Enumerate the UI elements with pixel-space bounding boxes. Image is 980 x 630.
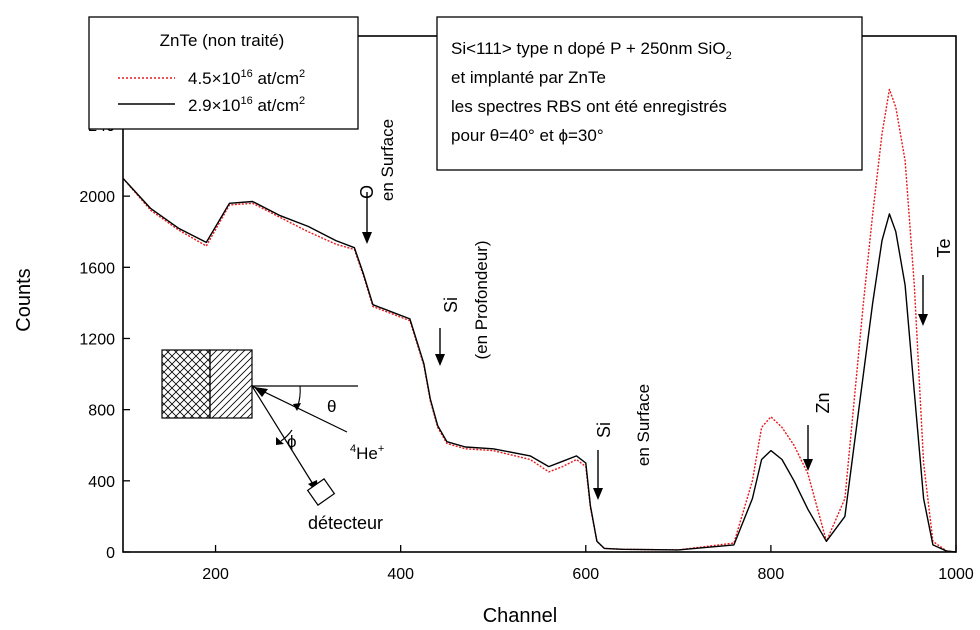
y-tick-label: 1600 — [79, 260, 115, 277]
annotation-o-desc: en Surface — [378, 119, 397, 201]
phi-label: ϕ — [287, 432, 297, 451]
legend: ZnTe (non traité) 4.5×1016 at/cm2 2.9×10… — [88, 16, 359, 130]
y-tick-label: 800 — [88, 403, 115, 420]
incident-beam-arrowhead — [254, 387, 268, 397]
y-axis-label: Counts — [13, 268, 35, 331]
annotation-te: Te — [918, 238, 954, 326]
annotation-si-surface-label: Si — [594, 422, 614, 438]
info-line-1: Si<111> type n dopé P + 250nm SiO2 — [451, 39, 732, 62]
info-line-4: pour θ=40° et ϕ=30° — [451, 126, 604, 145]
y-tick-label: 2000 — [79, 189, 115, 206]
sample-substrate — [161, 349, 211, 419]
detector-box — [306, 478, 336, 506]
annotation-o-label: O — [356, 185, 376, 199]
annotation-si-surface: Si en Surface — [593, 384, 653, 500]
arrowhead-zn — [803, 459, 813, 471]
detector-label: détecteur — [308, 513, 383, 533]
legend-box — [88, 16, 359, 130]
info-box: Si<111> type n dopé P + 250nm SiO2 et im… — [436, 16, 863, 171]
info-line-3: les spectres RBS ont été enregistrés — [451, 97, 727, 116]
incident-beam-line — [251, 385, 348, 433]
x-tick-label: 800 — [758, 566, 785, 583]
y-tick-label: 0 — [106, 545, 115, 562]
info-line-2: et implanté par ZnTe — [451, 68, 606, 87]
sample-layer — [209, 349, 253, 419]
x-axis-label: Channel — [483, 605, 558, 627]
geometry-inset: θ ϕ 4He+ détecteur — [161, 349, 384, 533]
phi-arc-arrowhead — [276, 437, 284, 445]
phi-arc — [280, 429, 293, 442]
series-layer — [122, 88, 957, 553]
arrowhead-si-depth — [435, 354, 445, 366]
annotation-si-depth-desc: (en Profondeur) — [472, 240, 491, 359]
theta-label: θ — [327, 397, 336, 416]
y-tick-label: 1200 — [79, 331, 115, 348]
annotation-si-depth: Si (en Profondeur) — [435, 240, 491, 366]
legend-entry-1: 4.5×1016 at/cm2 — [188, 68, 305, 88]
arrowhead-si-surface — [593, 488, 603, 500]
x-tick-label: 400 — [387, 566, 414, 583]
annotation-zn: Zn — [803, 392, 833, 471]
x-tick-label: 600 — [572, 566, 599, 583]
arrowhead-te — [918, 314, 928, 326]
x-tick-label: 200 — [202, 566, 229, 583]
theta-arc-arrowhead — [293, 403, 301, 411]
ion-label: 4He+ — [350, 443, 384, 463]
arrowhead-o — [362, 232, 372, 244]
detector-line — [251, 385, 317, 490]
annotation-o-surface: O en Surface — [356, 119, 397, 244]
y-tick-label: 400 — [88, 474, 115, 491]
legend-title: ZnTe (non traité) — [160, 31, 285, 50]
annotation-te-label: Te — [934, 238, 954, 257]
info-box-frame — [436, 16, 863, 171]
x-axis: 200 400 600 800 1000 — [202, 545, 974, 583]
annotation-zn-label: Zn — [813, 392, 833, 413]
x-tick-label: 1000 — [938, 566, 974, 583]
annotation-si-surface-desc: en Surface — [634, 384, 653, 466]
legend-entry-2: 2.9×1016 at/cm2 — [188, 95, 305, 115]
series-line-2 — [122, 177, 957, 553]
annotation-si-depth-label: Si — [441, 297, 461, 313]
